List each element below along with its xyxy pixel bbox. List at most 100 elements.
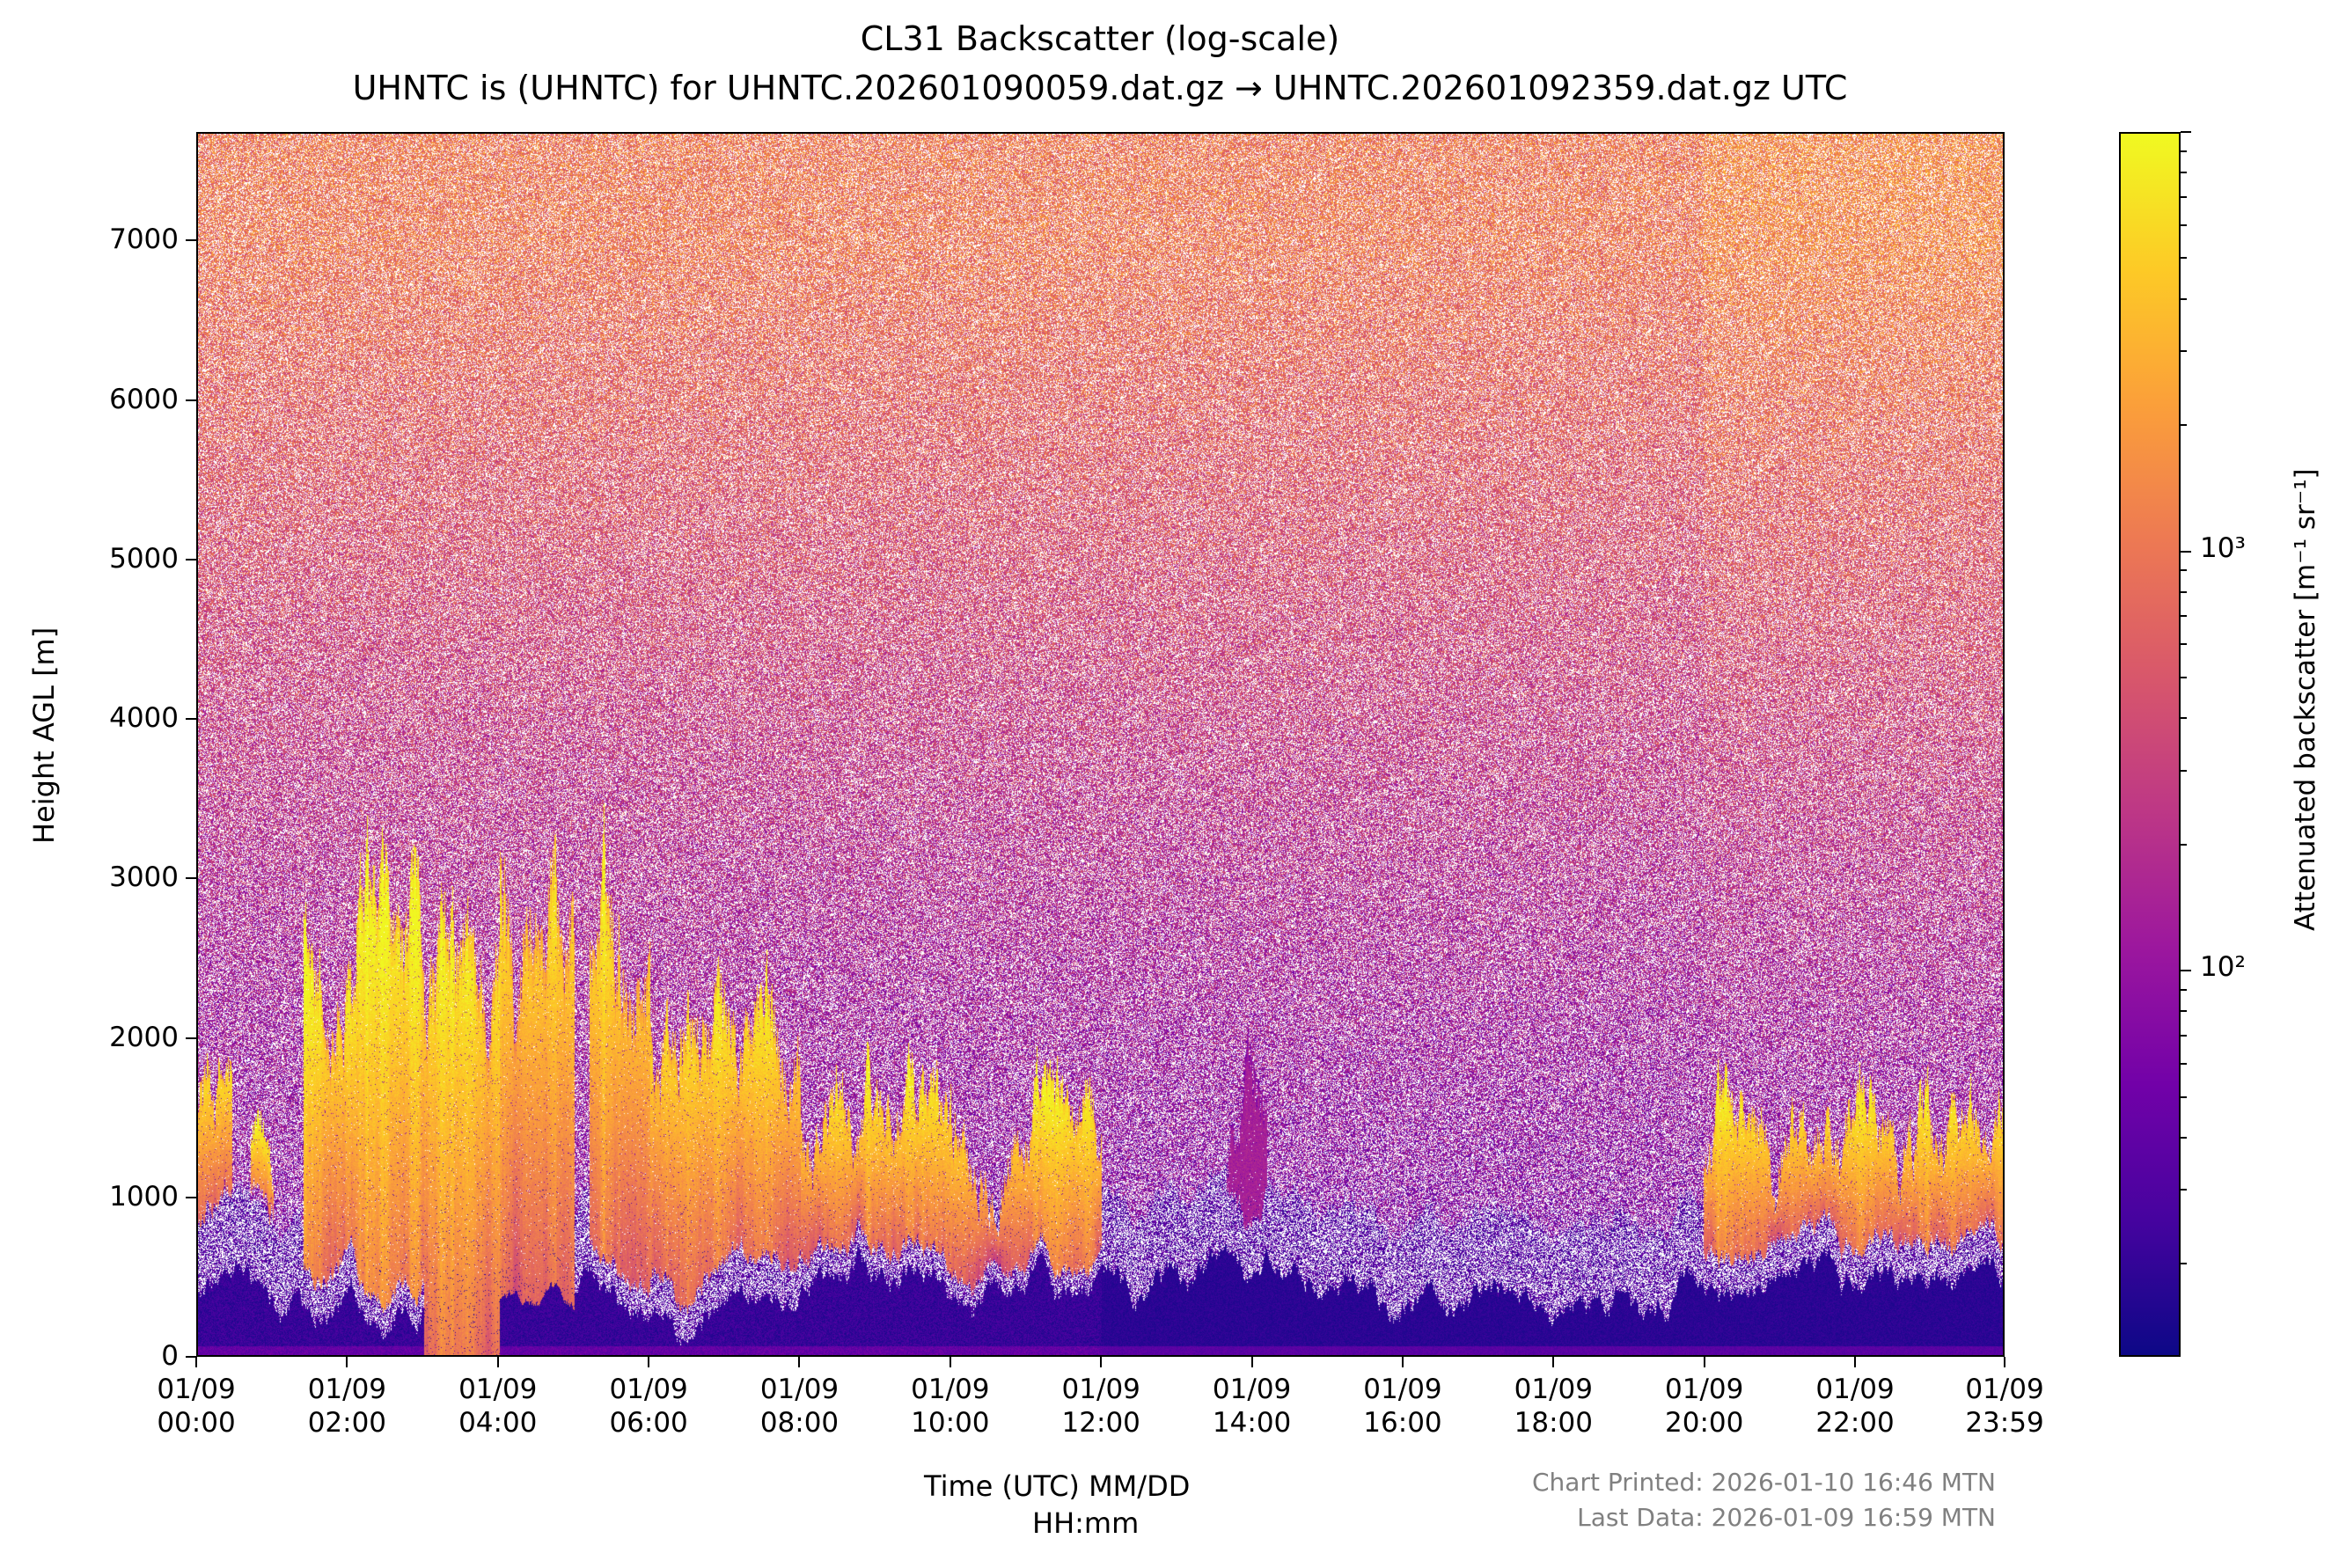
x-tick-label: 01/09 02:00 — [276, 1373, 417, 1440]
x-tick-label: 01/09 18:00 — [1483, 1373, 1624, 1440]
x-tick-mark — [195, 1357, 197, 1367]
x-tick-mark — [346, 1357, 348, 1367]
y-axis-label: Height AGL [m] — [27, 626, 61, 844]
x-tick-label: 01/09 20:00 — [1634, 1373, 1775, 1440]
colorbar — [2119, 132, 2181, 1357]
colorbar-minor-tick — [2181, 550, 2191, 553]
colorbar-minor-tick — [2181, 1010, 2187, 1013]
colorbar-minor-tick — [2181, 1136, 2187, 1139]
colorbar-minor-tick — [2181, 223, 2187, 226]
y-tick-mark — [186, 1196, 196, 1198]
x-tick-time: 23:59 — [1965, 1407, 2044, 1439]
y-tick-label: 7000 — [109, 223, 179, 256]
x-tick-label: 01/09 22:00 — [1785, 1373, 1925, 1440]
colorbar-minor-tick — [2181, 590, 2187, 593]
colorbar-minor-tick — [2181, 1062, 2187, 1065]
x-tick-mark — [2004, 1357, 2005, 1367]
x-tick-time: 02:00 — [307, 1407, 387, 1439]
chart-title: CL31 Backscatter (log-scale) — [860, 19, 1340, 58]
x-tick-date: 01/09 — [1212, 1374, 1292, 1405]
y-tick-label: 3000 — [109, 861, 179, 894]
colorbar-minor-tick — [2181, 988, 2187, 991]
x-axis-label-line2: HH:mm — [1032, 1506, 1140, 1540]
x-tick-label: 01/09 14:00 — [1182, 1373, 1323, 1440]
colorbar-minor-tick — [2181, 1263, 2187, 1265]
colorbar-minor-tick — [2181, 615, 2187, 618]
x-tick-label: 01/09 23:59 — [1934, 1373, 2075, 1440]
colorbar-tick-label: 10² — [2200, 951, 2246, 984]
y-tick-mark — [186, 558, 196, 561]
x-tick-time: 18:00 — [1514, 1407, 1593, 1439]
x-tick-date: 01/09 — [911, 1374, 990, 1405]
colorbar-minor-tick — [2181, 769, 2187, 772]
y-tick-mark — [186, 877, 196, 880]
colorbar-minor-tick — [2181, 150, 2187, 152]
x-tick-mark — [1552, 1357, 1555, 1367]
plot-area — [196, 132, 2005, 1357]
x-tick-time: 06:00 — [609, 1407, 688, 1439]
colorbar-minor-tick — [2181, 172, 2187, 174]
x-tick-date: 01/09 — [307, 1374, 387, 1405]
y-tick-label: 1000 — [109, 1180, 179, 1213]
x-tick-date: 01/09 — [1815, 1374, 1895, 1405]
colorbar-minor-tick — [2181, 424, 2187, 427]
x-tick-label: 01/09 16:00 — [1332, 1373, 1473, 1440]
y-tick-mark — [186, 1037, 196, 1039]
y-tick-mark — [186, 1356, 196, 1358]
y-tick-mark — [186, 399, 196, 401]
colorbar-minor-tick — [2181, 643, 2187, 646]
colorbar-minor-tick — [2181, 350, 2187, 353]
y-tick-label: 2000 — [109, 1021, 179, 1053]
x-tick-date: 01/09 — [1514, 1374, 1593, 1405]
colorbar-minor-tick — [2181, 1034, 2187, 1037]
last-data-note: Last Data: 2026-01-09 16:59 MTN — [1577, 1503, 1996, 1532]
x-tick-label: 01/09 12:00 — [1030, 1373, 1171, 1440]
x-tick-date: 01/09 — [1965, 1374, 2044, 1405]
chart-printed-note: Chart Printed: 2026-01-10 16:46 MTN — [1531, 1468, 1996, 1497]
x-tick-label: 01/09 08:00 — [729, 1373, 869, 1440]
y-tick-label: 6000 — [109, 383, 179, 415]
x-tick-time: 08:00 — [759, 1407, 840, 1439]
x-tick-mark — [949, 1357, 951, 1367]
colorbar-minor-tick — [2181, 257, 2187, 260]
y-tick-mark — [186, 239, 196, 242]
colorbar-minor-tick — [2181, 1189, 2187, 1191]
y-tick-mark — [186, 718, 196, 720]
x-tick-label: 01/09 00:00 — [126, 1373, 267, 1440]
x-tick-label: 01/09 06:00 — [578, 1373, 719, 1440]
x-tick-date: 01/09 — [759, 1374, 840, 1405]
x-tick-time: 12:00 — [1061, 1407, 1140, 1439]
x-tick-time: 04:00 — [458, 1407, 538, 1439]
x-tick-date: 01/09 — [157, 1374, 236, 1405]
y-tick-label: 4000 — [109, 702, 179, 734]
y-tick-label: 0 — [161, 1340, 179, 1372]
x-tick-time: 22:00 — [1815, 1407, 1895, 1439]
x-tick-mark — [496, 1357, 499, 1367]
x-tick-date: 01/09 — [1363, 1374, 1442, 1405]
colorbar-minor-tick — [2181, 1095, 2187, 1098]
x-tick-date: 01/09 — [1665, 1374, 1744, 1405]
colorbar-label: Attenuated backscatter [m⁻¹ sr⁻¹] — [2290, 468, 2321, 931]
colorbar-minor-tick — [2181, 297, 2187, 300]
colorbar-tick-label: 10³ — [2200, 531, 2246, 564]
chart-subtitle: UHNTC is (UHNTC) for UHNTC.202601090059.… — [352, 69, 1848, 107]
x-tick-date: 01/09 — [609, 1374, 688, 1405]
x-tick-mark — [1100, 1357, 1103, 1367]
x-axis-label-line1: Time (UTC) MM/DD — [924, 1469, 1191, 1503]
x-tick-mark — [1703, 1357, 1705, 1367]
x-tick-date: 01/09 — [458, 1374, 538, 1405]
x-tick-label: 01/09 10:00 — [880, 1373, 1021, 1440]
colorbar-minor-tick — [2181, 677, 2187, 679]
x-tick-date: 01/09 — [1061, 1374, 1140, 1405]
colorbar-minor-tick — [2181, 131, 2191, 133]
x-tick-mark — [1401, 1357, 1404, 1367]
x-tick-mark — [1854, 1357, 1857, 1367]
backscatter-heatmap — [198, 134, 2003, 1355]
colorbar-minor-tick — [2181, 569, 2187, 572]
x-tick-mark — [1250, 1357, 1253, 1367]
x-tick-time: 16:00 — [1363, 1407, 1442, 1439]
x-tick-time: 00:00 — [157, 1407, 236, 1439]
x-tick-mark — [648, 1357, 650, 1367]
colorbar-minor-tick — [2181, 970, 2191, 972]
x-tick-time: 10:00 — [911, 1407, 990, 1439]
